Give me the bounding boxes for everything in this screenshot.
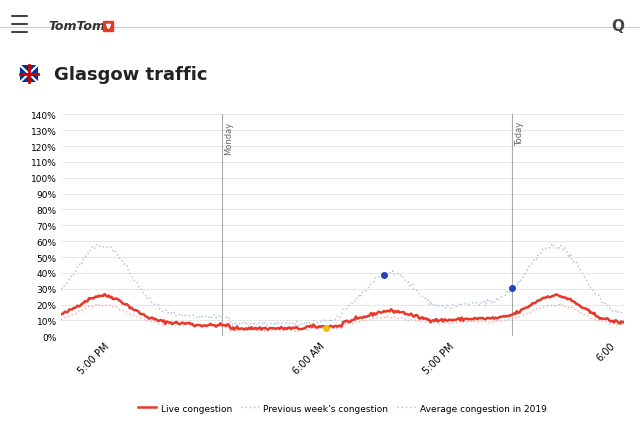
Text: Glasgow traffic: Glasgow traffic (54, 66, 208, 83)
Text: TomTom: TomTom (48, 20, 105, 33)
Text: Monday: Monday (225, 121, 234, 155)
Text: Q: Q (611, 19, 624, 34)
Legend: Live congestion, Previous week’s congestion, Average congestion in 2019: Live congestion, Previous week’s congest… (134, 400, 550, 416)
Text: Today: Today (515, 121, 524, 146)
FancyBboxPatch shape (20, 66, 38, 83)
